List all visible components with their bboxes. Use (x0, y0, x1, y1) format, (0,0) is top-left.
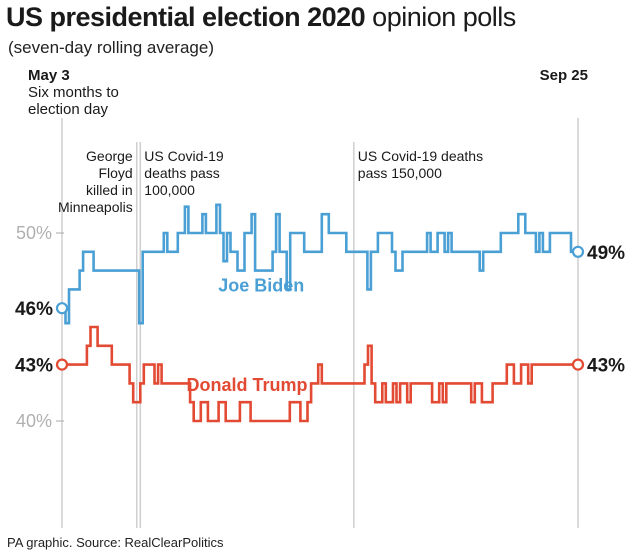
series-end-marker-1 (571, 358, 585, 371)
date-marker-label-0-0: May 3 (28, 67, 70, 84)
annotation-label-0-1: Floyd (98, 165, 132, 181)
chart-subtitle: (seven-day rolling average) (8, 38, 214, 57)
series-line-trump (62, 325, 578, 423)
annotation-label-0-2: killed in (86, 182, 133, 198)
series-line-biden (62, 203, 578, 325)
annotation-label-2-1: pass 150,000 (358, 165, 442, 181)
annotation-label-1-1: deaths pass (144, 165, 220, 181)
chart-title-main: US presidential election 2020 (6, 2, 366, 32)
date-marker-label-1-0: Sep 25 (540, 67, 588, 84)
series-start-marker-0 (55, 302, 69, 315)
annotation-label-0-3: Minneapolis (58, 199, 133, 215)
series-start-marker-1 (55, 358, 69, 371)
y-tick-label-0: 40% (16, 411, 52, 431)
annotation-label-2-0: US Covid-19 deaths (358, 148, 483, 164)
y-tick-label-1: 50% (16, 223, 52, 243)
chart-title-suffix: opinion polls (372, 2, 516, 32)
series-name-label-0: Joe Biden (218, 275, 304, 295)
series-start-label-0: 46% (15, 299, 53, 320)
date-marker-label-0-1: Six months to (28, 84, 119, 101)
source-credit: PA graphic. Source: RealClearPolitics (7, 535, 224, 550)
series-name-label-1: Donald Trump (187, 375, 308, 395)
annotation-label-0-0: George (86, 148, 133, 164)
series-end-label-1: 43% (587, 356, 625, 377)
date-marker-label-0-2: election day (28, 101, 109, 118)
series-end-label-0: 49% (587, 243, 625, 264)
annotation-label-1-0: US Covid-19 (144, 148, 224, 164)
annotation-label-1-2: 100,000 (144, 182, 195, 198)
chart-title: US presidential election 2020 opinion po… (6, 2, 516, 33)
series-start-label-1: 43% (15, 356, 53, 377)
series-end-marker-0 (571, 245, 585, 258)
